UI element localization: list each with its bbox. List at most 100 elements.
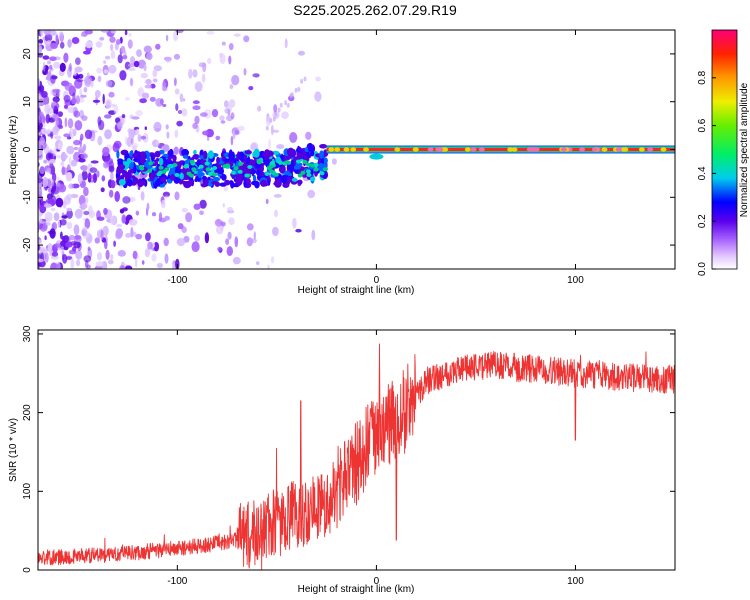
spectrogram-noise-blob	[164, 215, 171, 221]
spectrogram-noise-blob	[116, 39, 121, 45]
spectrogram-noise-blob	[135, 128, 140, 135]
spectrogram-noise-blob	[192, 69, 198, 78]
spectrogram-noise-blob	[181, 207, 188, 213]
spectrogram-noise-blob	[101, 175, 106, 182]
spectrogram-noise-blob	[175, 258, 180, 269]
spectrogram-streak-blob	[279, 102, 283, 108]
spectrogram-noise-blob	[55, 34, 59, 44]
spectrogram-ytick-label: 20	[22, 48, 33, 60]
spectrogram-noise-blob	[307, 189, 316, 199]
spectrogram-ylabel: Frequency (Hz)	[8, 116, 19, 185]
spectrogram-noise-blob	[82, 165, 88, 173]
spectrogram-band-blob	[238, 151, 245, 161]
snr-xlabel: Height of straight line (km)	[298, 584, 415, 595]
spectrogram-band-blob	[129, 162, 134, 170]
spectrogram-highlight-blob	[269, 169, 275, 174]
spectrogram-noise-blob	[83, 255, 92, 263]
spectrogram-noise-blob	[134, 258, 138, 268]
spectrogram-noise-blob	[243, 35, 250, 43]
spectrogram-band-blob	[283, 170, 290, 176]
spectrogram-noise-blob	[162, 104, 167, 107]
spectrogram-band-blob	[221, 174, 227, 181]
spectrogram-noise-blob	[145, 78, 152, 85]
spectrogram-noise-blob	[156, 262, 163, 269]
spectrogram-noise-blob	[112, 142, 120, 153]
spectrogram-noise-blob	[89, 167, 98, 173]
spectrogram-noise-blob	[74, 120, 83, 131]
spectrogram-xtick-label: 100	[567, 275, 584, 286]
spectrogram-highlight-blob	[319, 171, 325, 176]
spectrogram-noise-blob	[55, 154, 62, 159]
spectrogram-noise-blob	[202, 62, 207, 73]
spectrogram-noise-blob	[214, 219, 222, 227]
spectrogram-noise-blob	[149, 96, 156, 102]
spectrogram-noise-blob	[70, 193, 79, 199]
colorbar-tick-label: 0.0	[697, 262, 708, 276]
spectrogram-noise-blob	[221, 221, 226, 227]
spectrogram-noise-blob	[211, 109, 219, 118]
colorbar-label: Normalized spectral amplitude	[739, 82, 750, 217]
spectrogram-noise-blob	[54, 135, 62, 140]
spectrogram-highlight-blob	[264, 171, 270, 176]
spectrogram-streak-blob	[272, 116, 276, 122]
ridge-hotspot	[591, 147, 598, 152]
spectrogram-noise-blob	[272, 226, 279, 237]
spectrogram-noise-blob	[94, 90, 101, 98]
spectrogram-noise-blob	[166, 131, 170, 139]
snr-panel: -100 0 100 0 100 200 300 Height of straight li…	[8, 325, 676, 595]
spectrogram-noise-blob	[38, 53, 43, 58]
spectrogram-noise-blob	[298, 50, 305, 56]
spectrogram-noise-blob	[131, 129, 135, 139]
spectrogram-noise-blob	[47, 160, 56, 164]
spectrogram-noise-blob	[331, 158, 337, 165]
spectrogram-noise-blob	[90, 81, 94, 88]
spectrogram-noise-blob	[103, 161, 109, 169]
spectrogram-noise-blob	[204, 232, 210, 244]
spectrogram-noise-blob	[38, 248, 48, 254]
ridge-hotspot	[464, 147, 471, 152]
spectrogram-noise-blob	[38, 140, 42, 150]
spectrogram-noise-blob	[135, 233, 143, 240]
spectrogram-noise-blob	[165, 124, 169, 130]
spectrogram-band-blob	[290, 149, 297, 158]
spectrogram-noise-blob	[72, 128, 77, 137]
spectrogram-highlight-blob	[189, 173, 195, 178]
ridge-hotspot	[579, 147, 586, 152]
spectrogram-noise-blob	[165, 56, 172, 63]
spectrogram-noise-blob	[234, 129, 240, 135]
spectrogram-noise-blob	[96, 170, 100, 178]
spectrogram-noise-blob	[63, 52, 69, 63]
spectrogram-noise-blob	[59, 219, 67, 226]
spectrogram-noise-blob	[177, 223, 184, 230]
spectrogram-noise-blob	[131, 231, 137, 237]
spectrogram-band-blob	[216, 168, 225, 175]
snr-frame	[37, 329, 676, 571]
spectrogram-band-blob	[224, 179, 231, 186]
spectrogram-noise-blob	[65, 256, 73, 260]
spectrogram-noise-blob	[152, 212, 156, 217]
spectrogram-noise-blob	[53, 61, 60, 69]
spectrogram-streak-blob	[277, 107, 281, 113]
spectrogram-noise-blob	[41, 90, 48, 98]
colorbar-tick-label: 0.8	[697, 70, 708, 84]
spectrogram-noise-blob	[80, 94, 87, 98]
spectrogram-noise-blob	[71, 97, 77, 105]
spectrogram-noise-blob	[122, 54, 128, 60]
spectrogram-noise-blob	[47, 242, 53, 252]
spectrogram-noise-blob	[97, 75, 102, 83]
spectrogram-noise-blob	[63, 246, 69, 250]
spectrogram-noise-blob	[119, 70, 127, 81]
spectrogram-band-blob	[203, 150, 208, 160]
spectrogram-noise-blob	[119, 208, 125, 214]
spectrogram-noise-blob	[140, 72, 148, 79]
spectrogram-noise-blob	[70, 258, 75, 269]
spectrogram-noise-blob	[39, 222, 48, 232]
spectrogram-highlight-blob	[231, 170, 236, 175]
spectrogram-noise-blob	[48, 64, 53, 70]
spectrogram-noise-blob	[64, 82, 73, 91]
spectrogram-noise-blob	[315, 76, 321, 82]
spectrogram-band-blob	[170, 174, 176, 181]
spectrogram-noise-blob	[140, 135, 147, 140]
spectrogram-noise-blob	[83, 210, 90, 216]
